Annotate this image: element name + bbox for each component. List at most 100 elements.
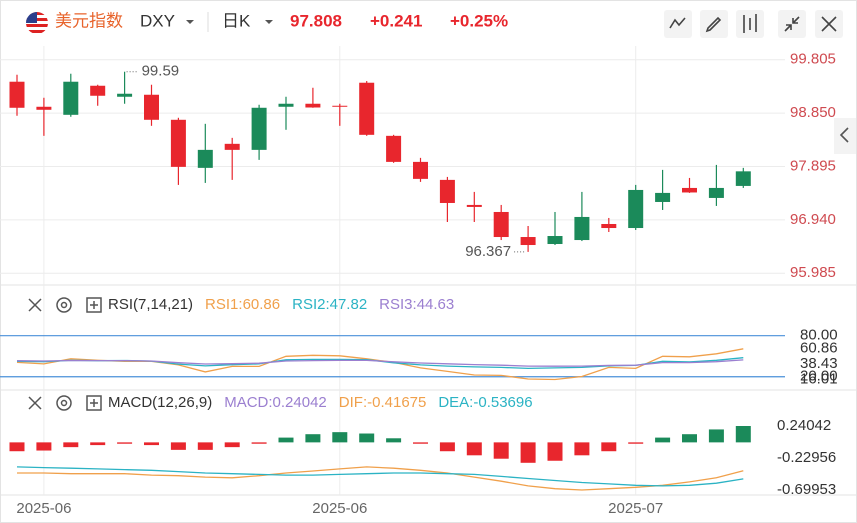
- y-tick-label: 60.86: [800, 340, 838, 357]
- macd-bar: [197, 442, 213, 450]
- dropdown-arrow[interactable]: [265, 20, 273, 24]
- candle-body: [601, 223, 617, 229]
- macd-bar: [63, 442, 79, 448]
- collapse-arrow[interactable]: [839, 127, 849, 143]
- collapse-tab[interactable]: [834, 118, 856, 154]
- candle-body: [574, 216, 590, 241]
- legend-entry: DIF:-0.41675: [339, 394, 427, 411]
- candle-body: [547, 236, 563, 245]
- candle-body: [735, 171, 751, 186]
- y-tick-label: 98.850: [790, 104, 836, 121]
- dropdown-arrow[interactable]: [186, 20, 194, 24]
- toolbar-button[interactable]: [778, 10, 806, 38]
- candle-body: [628, 189, 644, 229]
- candle-body: [90, 85, 106, 96]
- legend-entry: RSI1:60.86: [205, 296, 280, 313]
- macd-bar: [547, 442, 563, 461]
- price-change-pct: +0.25%: [450, 11, 508, 30]
- candle-body: [117, 93, 133, 97]
- candle-body: [144, 94, 159, 120]
- period[interactable]: 日K: [222, 11, 251, 30]
- low-annotation: 96.367: [465, 243, 511, 260]
- legend-entry-part: RSI1:: [205, 296, 243, 313]
- macd-bar: [224, 442, 240, 448]
- macd-bar: [735, 426, 751, 443]
- macd-bar: [708, 429, 724, 443]
- symbol[interactable]: DXY: [140, 11, 175, 30]
- remove-icon[interactable]: [28, 298, 42, 312]
- y-tick-label: 0.24042: [777, 417, 831, 434]
- flag-icon: [26, 12, 48, 34]
- candle-body: [332, 105, 348, 107]
- level-label: 20.00: [800, 368, 838, 385]
- legend-entry-part: -0.41675: [367, 394, 426, 411]
- candle-body: [386, 135, 402, 162]
- x-tick-label: 2025-06: [16, 500, 71, 517]
- y-tick-label: 97.895: [790, 157, 836, 174]
- legend-entry-part: 60.86: [243, 296, 281, 313]
- indicator-icon[interactable]: [669, 17, 686, 29]
- macd-bar: [90, 442, 106, 446]
- legend-entry-part: -0.53696: [473, 394, 532, 411]
- macd-bar: [682, 434, 697, 443]
- shrink-icon[interactable]: [784, 16, 800, 32]
- candle-body: [224, 143, 240, 150]
- index-name[interactable]: 美元指数: [55, 11, 123, 30]
- rsi-line: [16, 359, 744, 367]
- macd-line: [16, 466, 744, 487]
- macd-bar: [574, 442, 590, 456]
- macd-bar: [520, 442, 536, 463]
- candle-body: [520, 237, 536, 246]
- macd-bar: [251, 442, 267, 444]
- last-price: 97.808: [290, 11, 342, 30]
- candle-body: [655, 192, 671, 202]
- legend-entry-part: RSI3:: [379, 296, 417, 313]
- candle-body: [197, 149, 213, 168]
- draw-icon[interactable]: [705, 16, 722, 33]
- macd-bar: [170, 442, 186, 450]
- candle-body: [708, 187, 724, 198]
- macd-bar: [278, 437, 294, 443]
- add-icon[interactable]: [86, 297, 102, 313]
- legend-entry-part: 0.24042: [273, 394, 327, 411]
- macd-line: [17, 466, 744, 491]
- toolbar-button[interactable]: [700, 10, 728, 38]
- macd-bar: [655, 437, 671, 443]
- macd-bar: [305, 434, 321, 443]
- legend-entry-part: DEA:: [438, 394, 473, 411]
- macd-bar: [601, 442, 617, 452]
- candle-body: [493, 211, 509, 238]
- macd-bar: [332, 432, 348, 443]
- x-tick-label: 2025-06: [312, 500, 367, 517]
- legend-entry-part: MACD:: [224, 394, 272, 411]
- settings-icon[interactable]: [56, 297, 72, 313]
- candle-icon[interactable]: [743, 14, 757, 33]
- candle-body: [359, 82, 375, 135]
- price-change: +0.241: [370, 11, 422, 30]
- indicator-name-part: RSI(7,14,21): [108, 296, 193, 313]
- candle-body: [63, 81, 79, 115]
- legend-entry-part: DIF:: [339, 394, 367, 411]
- macd-bar: [386, 438, 402, 443]
- indicator-name-part: MACD(12,26,9): [108, 394, 212, 411]
- candle-body: [278, 103, 294, 107]
- close-icon[interactable]: [821, 16, 837, 32]
- macd-bar: [144, 442, 159, 446]
- y-tick-label: 38.43: [800, 355, 838, 372]
- indicator-name: MACD(12,26,9): [108, 394, 212, 411]
- add-icon[interactable]: [86, 395, 102, 411]
- macd-bar: [36, 442, 52, 451]
- macd-bar: [9, 442, 25, 452]
- legend-entry-part: 44.63: [417, 296, 455, 313]
- remove-icon[interactable]: [28, 396, 42, 410]
- legend-entry-part: 47.82: [330, 296, 368, 313]
- macd-bar: [413, 442, 428, 444]
- y-tick-label: -0.22956: [777, 449, 836, 466]
- macd-bar: [466, 442, 482, 456]
- x-tick-label: 2025-07: [608, 500, 663, 517]
- y-tick-label: -0.69953: [777, 481, 836, 498]
- legend-entry: RSI3:44.63: [379, 296, 454, 313]
- settings-icon[interactable]: [56, 395, 72, 411]
